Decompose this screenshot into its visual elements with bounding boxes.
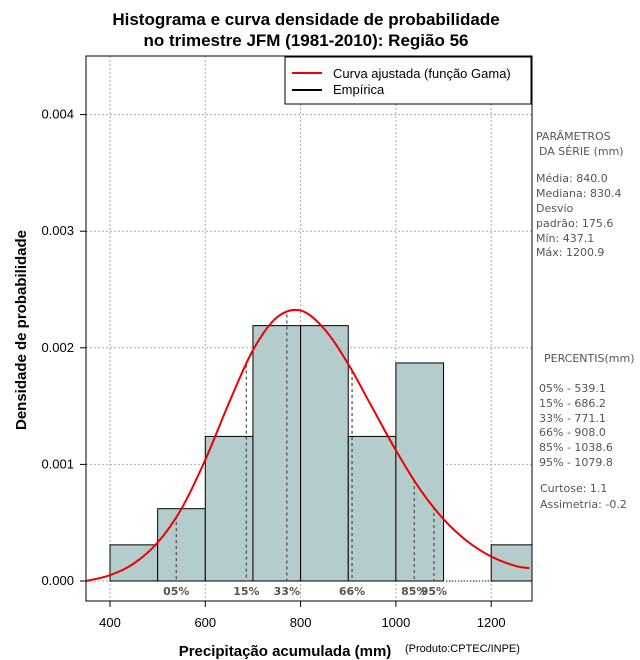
params-line: padrão: 175.6: [536, 217, 613, 230]
curtose-line: Curtose: 1.1: [540, 482, 607, 495]
y-tick-label: 0.000: [41, 573, 74, 588]
percentis-heading: PERCENTIS(mm): [544, 352, 635, 365]
legend-box: [284, 56, 532, 105]
x-tick-label: 800: [290, 615, 312, 630]
params-line: Máx: 1200.9: [536, 246, 604, 259]
histogram-bar: [157, 508, 206, 582]
legend-label-empirical: Empírica: [333, 82, 385, 97]
curve-layer: [85, 308, 530, 582]
params-line: Mín: 437.1: [536, 232, 594, 245]
percentile-label: 05%: [163, 585, 189, 598]
x-axis-label: Precipitação acumulada (mm): [179, 643, 392, 660]
percentis-line: 05% - 539.1: [539, 382, 606, 395]
percentis-panel: PERCENTIS(mm) 05% - 539.1 15% - 686.2 33…: [539, 352, 635, 511]
histogram-bar: [300, 325, 349, 582]
percentile-layer: 05% 15% 33% 66% 85%95%: [163, 314, 447, 598]
y-tick-label: 0.001: [41, 456, 74, 471]
params-panel: PARÂMETROS DA SÉRIE (mm) Média: 840.0 Me…: [536, 130, 624, 259]
x-tick-label: 1200: [477, 615, 506, 630]
fitted-curve-line: [85, 308, 530, 582]
percentis-line: 95% - 1079.8: [539, 456, 613, 469]
percentis-line: 85% - 1038.6: [539, 441, 613, 454]
y-tick-label: 0.004: [41, 107, 74, 122]
params-line: Mediana: 830.4: [536, 187, 621, 200]
bars-layer: [109, 325, 533, 582]
ticks-layer: 400 600 800 1000 1200 0.000 0.001 0.002 0.003 0.0…: [41, 107, 505, 630]
chart-title-line-1: Histograma e curva densidade de probabil…: [112, 10, 499, 29]
x-tick-label: 1000: [381, 615, 410, 630]
percentile-label: 66%: [339, 585, 365, 598]
y-tick-label: 0.003: [41, 223, 74, 238]
legend-label-fitted: Curva ajustada (função Gama): [333, 66, 511, 81]
plot-frame: [85, 55, 533, 602]
percentis-line: 33% - 771.1: [539, 412, 606, 425]
params-line: Desvio: [536, 202, 574, 215]
histogram-bar: [490, 544, 533, 582]
x-tick-label: 400: [99, 615, 121, 630]
histogram-bar: [347, 435, 397, 582]
percentis-line: 66% - 908.0: [539, 426, 606, 439]
chart-title-line-2: no trimestre JFM (1981-2010): Região 56: [143, 31, 468, 50]
percentile-label: 85%: [401, 585, 427, 598]
y-tick-label: 0.002: [41, 340, 74, 355]
percentis-line: 15% - 686.2: [539, 397, 606, 410]
params-line: Média: 840.0: [536, 172, 608, 185]
percentile-label: 33%: [274, 585, 300, 598]
percentile-label: 95%: [421, 585, 447, 598]
legend: Curva ajustada (função Gama) Empírica: [284, 56, 532, 105]
histogram-bar: [252, 325, 302, 582]
params-heading-1: PARÂMETROS: [536, 130, 611, 143]
params-heading-2: DA SÉRIE (mm): [539, 145, 624, 158]
assimetria-line: Assimetria: -0.2: [540, 498, 627, 511]
histogram-bar: [395, 362, 445, 582]
x-tick-label: 600: [194, 615, 216, 630]
y-axis-label: Densidade de probabilidade: [13, 230, 30, 430]
percentile-label: 15%: [233, 585, 259, 598]
credit-text: (Produto:CPTEC/INPE): [405, 643, 520, 655]
